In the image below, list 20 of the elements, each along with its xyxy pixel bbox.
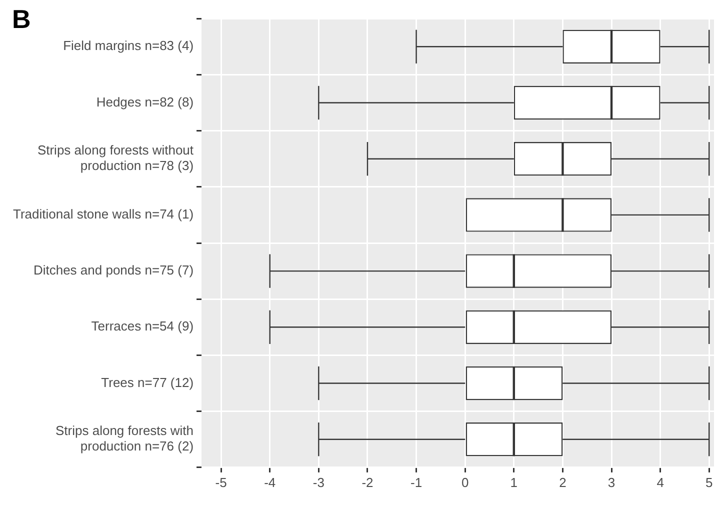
y-tick-label: Trees n=77 (12) (101, 374, 194, 390)
y-tick-label: Hedges n=82 (8) (96, 94, 194, 110)
x-tick-label: -1 (410, 474, 422, 490)
x-tick-label: 5 (706, 474, 713, 490)
y-tick-label: Ditches and ponds n=75 (7) (33, 262, 194, 278)
x-tick-label: -3 (312, 474, 324, 490)
x-tick-label: 3 (608, 474, 616, 490)
x-tick-label: 2 (559, 474, 566, 490)
x-tick-label: -2 (362, 474, 374, 490)
y-tick-label: Strips along forests with production n=76 (2) (56, 423, 194, 454)
y-tick-label: Traditional stone walls n=74 (1) (12, 206, 194, 222)
x-tick-label: 0 (461, 474, 469, 490)
x-tick-label: 1 (510, 474, 518, 490)
x-tick-label: -5 (215, 474, 227, 490)
y-tick-label: Field margins n=83 (4) (63, 38, 194, 54)
x-tick-label: -4 (264, 474, 276, 490)
y-tick-label: Strips along forests without production n=78 (3) (37, 142, 194, 174)
y-tick-label: Terraces n=54 (9) (91, 318, 194, 334)
x-tick-label: 4 (656, 474, 664, 490)
text: B (12, 4, 31, 35)
